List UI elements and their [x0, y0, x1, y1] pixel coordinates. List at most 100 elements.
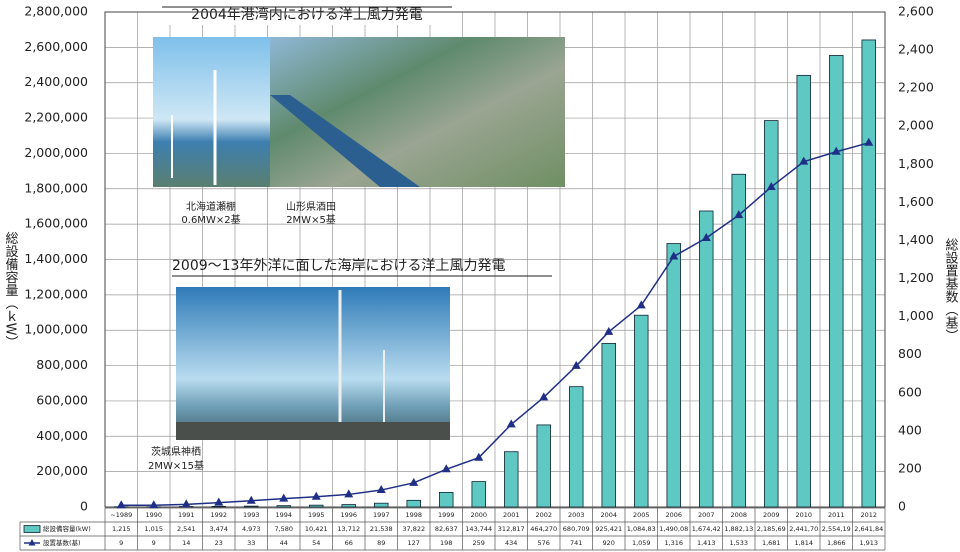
y-tick-label: 800,000 — [36, 357, 88, 372]
y2-tick-label: 400 — [898, 422, 922, 437]
legend-swatch — [23, 525, 41, 533]
table-value: 741 — [570, 539, 582, 547]
y-tick-label: 0 — [80, 499, 88, 514]
table-value: 1,681 — [762, 539, 781, 547]
table-value: 434 — [505, 539, 517, 547]
table-value: 1,882,13 — [724, 525, 753, 533]
x-tick-label: 1994 — [275, 511, 292, 519]
table-value: 1,084,83 — [627, 525, 656, 533]
caption: 0.6MW×2基 — [181, 213, 240, 226]
marker — [636, 300, 646, 309]
marker — [246, 495, 256, 504]
y-tick-label: 400,000 — [36, 428, 88, 443]
photo-setana — [153, 37, 270, 187]
bar — [276, 505, 291, 508]
marker — [831, 146, 841, 155]
table-value: 1,215 — [112, 525, 131, 533]
table-value: 1,814 — [794, 539, 813, 547]
table-value: 9 — [152, 539, 156, 547]
marker — [441, 464, 451, 473]
table-value: 21,538 — [370, 525, 393, 533]
marker — [376, 485, 386, 494]
x-tick-label: 2000 — [470, 511, 487, 519]
y2-tick-label: 2,400 — [898, 42, 934, 57]
y-tick-label: 1,800,000 — [24, 180, 88, 195]
y-tick-label: 1,600,000 — [24, 216, 88, 231]
marker — [279, 493, 289, 502]
y2-tick-label: 2,200 — [898, 80, 934, 95]
y-axis-title: 総設備容量（ｋW） — [3, 232, 19, 349]
x-tick-label: 2012 — [860, 511, 877, 519]
marker — [311, 491, 321, 500]
y2-tick-label: 800 — [898, 346, 922, 361]
marker — [116, 500, 126, 509]
x-tick-label: 2001 — [503, 511, 520, 519]
table-value: 312,817 — [498, 525, 525, 533]
caption: 山形県酒田 — [286, 201, 336, 213]
photo-sakata — [270, 37, 565, 187]
y2-tick-label: 1,000 — [898, 308, 934, 323]
table-value: 925,421 — [595, 525, 622, 533]
y-tick-label: 200,000 — [36, 463, 88, 478]
y-tick-label: 2,200,000 — [24, 110, 88, 125]
table-value: 1,015 — [144, 525, 163, 533]
y-tick-label: 1,200,000 — [24, 286, 88, 301]
line — [121, 142, 869, 507]
table-value: 4,973 — [242, 525, 261, 533]
y-tick-label: 2,800,000 — [24, 4, 88, 19]
marker — [864, 137, 874, 146]
bar — [764, 120, 779, 508]
x-tick-label: 1990 — [145, 511, 162, 519]
table-value: 1,533 — [729, 539, 748, 547]
bar — [244, 505, 259, 508]
marker — [506, 419, 516, 428]
marker — [701, 232, 711, 241]
x-tick-label: 1995 — [308, 511, 325, 519]
table-value: 2,185,69 — [757, 525, 786, 533]
bar — [439, 491, 454, 508]
annotation-title: 2009～13年外洋に面した海岸における洋上風力発電 — [172, 258, 505, 274]
bar — [374, 502, 389, 508]
y-tick-label: 2,000,000 — [24, 145, 88, 160]
y-tick-label: 1,400,000 — [24, 251, 88, 266]
y-tick-label: 2,400,000 — [24, 74, 88, 89]
x-tick-label: 2008 — [730, 511, 747, 519]
legend-label: 総設備容量(kW) — [43, 524, 91, 533]
y2-tick-label: 1,800 — [898, 156, 934, 171]
table-value: 1,316 — [664, 539, 683, 547]
marker — [799, 156, 809, 165]
table-value: 13,712 — [337, 525, 360, 533]
x-tick-label: 1996 — [340, 511, 357, 519]
x-tick-label: 2002 — [535, 511, 552, 519]
annotation-title: 2004年港湾内における洋上風力発電 — [191, 6, 423, 23]
caption: 2MW×5基 — [286, 213, 336, 226]
bar — [504, 451, 519, 508]
marker — [181, 499, 191, 508]
y2-tick-label: 2,600 — [898, 4, 934, 19]
y2-tick-label: 600 — [898, 384, 922, 399]
bar — [634, 314, 649, 508]
bar — [536, 424, 551, 508]
bar — [829, 55, 844, 508]
table-value: 576 — [538, 539, 550, 547]
table-value: 3,474 — [209, 525, 228, 533]
marker — [766, 181, 776, 190]
marker — [344, 489, 354, 498]
bar — [211, 505, 226, 508]
x-tick-label: 1999 — [438, 511, 455, 519]
x-tick-label: ~1989 — [110, 511, 132, 519]
table-value: 33 — [247, 539, 255, 547]
title-bg — [162, 5, 452, 25]
caption: 茨城県神栖 — [151, 445, 201, 458]
marker — [474, 452, 484, 461]
bar — [569, 386, 584, 508]
legend-marker — [28, 539, 36, 546]
table-value: 2,554,19 — [822, 525, 851, 533]
table-value: 680,709 — [563, 525, 590, 533]
bar — [341, 504, 356, 508]
photo-kamisu — [176, 287, 450, 440]
table-value: 1,059 — [632, 539, 651, 547]
bar — [861, 39, 876, 508]
table-value: 66 — [345, 539, 353, 547]
